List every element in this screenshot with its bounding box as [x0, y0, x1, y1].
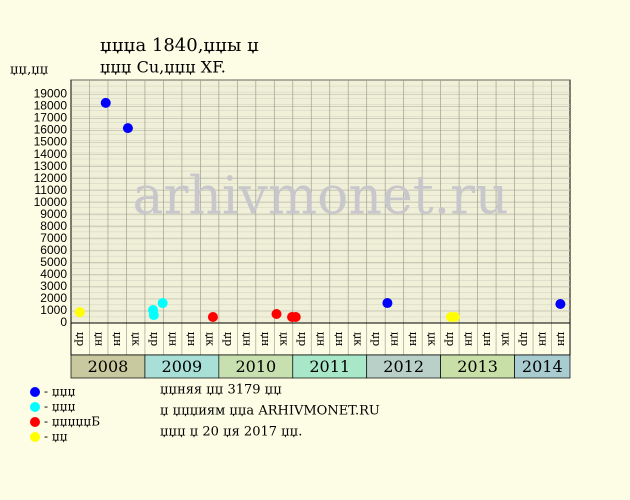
y-tick-label: 9000 [40, 207, 67, 221]
quarter-label: џр [370, 332, 383, 346]
legend-marker [30, 417, 40, 427]
y-tick-label: 14000 [34, 147, 68, 161]
quarter-label: џн [555, 332, 568, 347]
point [271, 308, 282, 319]
y-tick-label: 5000 [40, 255, 67, 269]
watermark: arhivmonet.ru [132, 167, 508, 227]
quarter-label: џн [167, 332, 180, 347]
quarter-label: џк [278, 332, 291, 346]
y-tick-label: 15000 [34, 135, 68, 149]
y-tick-label: 18000 [34, 99, 68, 113]
point [555, 298, 566, 309]
point [74, 307, 85, 318]
quarter-label: џр [444, 332, 457, 346]
quarter-label: џр [148, 332, 161, 346]
quarter-label: џн [241, 332, 254, 347]
y-tick-label: 13000 [34, 159, 68, 173]
chart-title: џџџа 1840,џџы џ [100, 35, 259, 56]
note: џџџ џ 20 џя 2017 џџ. [160, 425, 302, 440]
y-tick-label: 10000 [34, 195, 68, 209]
y-tick-label: 8000 [40, 219, 67, 233]
y-tick-label: 4000 [40, 267, 67, 281]
year-label: 2011 [309, 357, 350, 376]
point [290, 311, 301, 322]
quarter-label: џн [407, 332, 420, 347]
quarter-label: џк [130, 332, 143, 346]
point [382, 298, 393, 309]
legend-marker [30, 432, 40, 442]
year-label: 2012 [383, 357, 424, 376]
quarter-label: џр [222, 332, 235, 346]
point [449, 311, 460, 322]
legend-marker [30, 387, 40, 397]
year-cell [514, 354, 571, 379]
quarter-label: џн [315, 332, 328, 347]
legend-label: - џџ [44, 430, 68, 444]
quarter-label: џк [499, 332, 512, 346]
point [122, 123, 133, 134]
quarter-label: џк [204, 332, 217, 346]
chart-subtitle: џџџ Cu,џџџ XF. [100, 58, 226, 77]
quarter-label: џн [93, 332, 106, 347]
note: џџняя џџ 3179 џџ [160, 383, 282, 398]
year-label: 2013 [457, 357, 498, 376]
y-tick-label: 3000 [40, 279, 67, 293]
year-label: 2014 [522, 357, 563, 376]
year-label: 2009 [162, 357, 203, 376]
legend-label: - џџџ [44, 400, 76, 414]
legend-label: - џџџ [44, 385, 76, 399]
year-label: 2010 [235, 357, 276, 376]
quarter-label: џк [351, 332, 364, 346]
y-tick-label: 0 [60, 315, 67, 329]
point [100, 97, 111, 108]
quarter-label: џн [185, 332, 198, 347]
legend-marker [30, 402, 40, 412]
quarter-label: џн [388, 332, 401, 347]
y-tick-label: 11000 [35, 183, 68, 197]
y-tick-label: 12000 [34, 171, 68, 185]
y-tick-label: 16000 [34, 123, 68, 137]
quarter-label: џр [518, 332, 531, 346]
quarter-label: џн [259, 332, 272, 347]
point [157, 298, 168, 309]
y-tick-label: 2000 [40, 291, 67, 305]
quarter-label: џк [425, 332, 438, 346]
y-tick-label: 6000 [40, 243, 67, 257]
point [148, 310, 159, 321]
y-tick-label: 19000 [34, 87, 68, 101]
y-axis-label: џџ,џџ [10, 63, 49, 78]
quarter-label: џн [462, 332, 475, 347]
legend-label: - џџџџџБ [44, 415, 100, 429]
y-tick-label: 7000 [40, 231, 67, 245]
y-tick-label: 1000 [40, 303, 67, 317]
point [207, 311, 218, 322]
note: џ џџџиям џџа ARHIVMONET.RU [160, 404, 380, 419]
quarter-label: џр [74, 332, 87, 346]
quarter-label: џн [536, 332, 549, 347]
quarter-label: џн [481, 332, 494, 347]
year-label: 2008 [88, 357, 129, 376]
y-tick-label: 17000 [34, 111, 68, 125]
quarter-label: џн [111, 332, 124, 347]
quarter-label: џн [333, 332, 346, 347]
quarter-label: џр [296, 332, 309, 346]
